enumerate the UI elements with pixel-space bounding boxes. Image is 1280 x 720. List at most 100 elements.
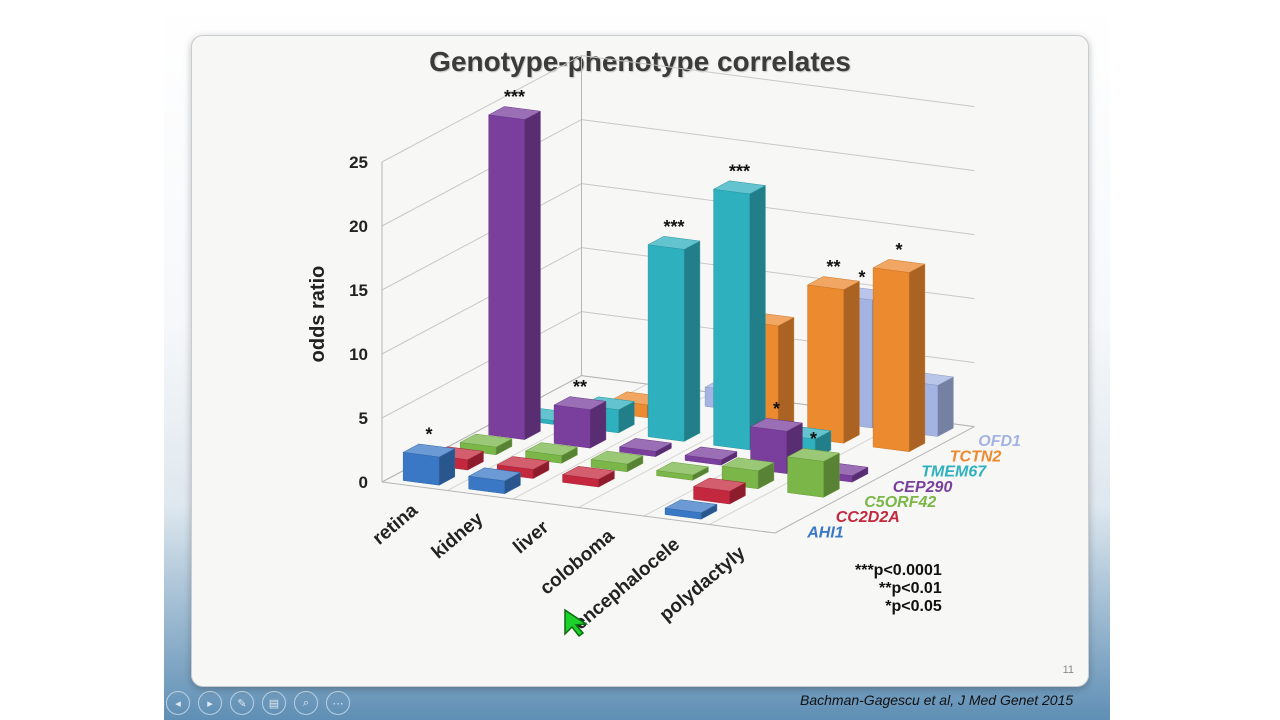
bar-C5ORF42-coloboma xyxy=(655,461,710,481)
significance-line: ***p<0.0001 xyxy=(855,562,942,579)
bar-CC2D2A-encephalocele xyxy=(692,477,747,505)
y-tick-label: 15 xyxy=(349,281,368,300)
bar-face xyxy=(488,114,525,440)
cursor-arrow-icon xyxy=(564,608,589,638)
series-label: OFD1 xyxy=(978,433,1021,450)
more-options-icon[interactable]: ⋯ xyxy=(326,691,350,715)
bar-CEP290-kidney xyxy=(553,396,607,449)
pen-icon[interactable]: ✎ xyxy=(230,691,254,715)
slide-title: Genotype-phenotype correlates xyxy=(429,46,851,77)
significance-marker: *** xyxy=(504,87,525,107)
series-label: TCTN2 xyxy=(950,448,1002,465)
y-tick-label: 10 xyxy=(349,345,368,364)
bar-face xyxy=(872,267,910,452)
bar-face xyxy=(664,499,718,514)
bar-C5ORF42-liver xyxy=(590,450,644,473)
bar-face xyxy=(872,259,926,273)
bar-face xyxy=(561,466,616,480)
y-tick-label: 0 xyxy=(359,473,368,492)
side-gridline xyxy=(381,55,582,163)
slide-number: 11 xyxy=(1062,664,1074,676)
bar-face xyxy=(806,276,861,290)
bar-AHI1-encephalocele xyxy=(664,499,718,520)
significance-marker: * xyxy=(773,399,780,419)
bar-face xyxy=(459,433,513,448)
bar-face xyxy=(749,418,804,432)
bar-face xyxy=(692,477,747,492)
bar-face xyxy=(402,443,456,458)
bar-face xyxy=(684,446,738,461)
bar-face xyxy=(467,467,522,482)
bar-TMEM67-coloboma xyxy=(712,180,767,451)
significance-marker: *** xyxy=(663,217,684,237)
back-gridline xyxy=(581,55,975,108)
bar-AHI1-kidney xyxy=(467,467,522,495)
axis-edge xyxy=(381,481,776,534)
significance-marker: * xyxy=(425,424,432,444)
bar-face xyxy=(787,456,824,498)
bar-face xyxy=(618,438,673,452)
bar-face xyxy=(786,448,841,462)
bar-face xyxy=(713,188,750,451)
bar-face xyxy=(655,461,710,476)
series-label: CEP290 xyxy=(893,479,953,496)
series-label: C5ORF42 xyxy=(864,494,936,511)
bar-CEP290-liver xyxy=(618,438,673,458)
significance-line: *p<0.05 xyxy=(885,598,942,615)
bar-face xyxy=(683,240,701,442)
bar-face xyxy=(647,236,701,250)
bar-face xyxy=(553,396,607,410)
zoom-icon[interactable]: ⌕ xyxy=(294,691,318,715)
bar-C5ORF42-polydactyly xyxy=(786,448,841,498)
bar-face xyxy=(590,450,644,465)
bar-face xyxy=(553,404,591,449)
series-label: TMEM67 xyxy=(921,464,987,481)
bar-face xyxy=(807,284,844,444)
significance-legend: ***p<0.0001 **p<0.01 *p<0.05 xyxy=(855,562,942,616)
bar-face xyxy=(496,456,550,470)
previous-slide-icon[interactable]: ◂ xyxy=(166,691,190,715)
axis-edge xyxy=(774,426,975,534)
significance-marker: * xyxy=(810,429,817,449)
significance-marker: *** xyxy=(729,161,750,181)
category-label: liver xyxy=(510,517,554,559)
slides-grid-icon[interactable]: ▤ xyxy=(262,691,286,715)
bar-face xyxy=(777,317,795,436)
bar-face xyxy=(721,457,775,472)
side-gridline xyxy=(381,119,582,227)
bar-TCTN2-encephalocele xyxy=(806,276,861,444)
category-label: kidney xyxy=(428,508,488,563)
series-label: AHI1 xyxy=(806,524,844,541)
bar-C5ORF42-retina xyxy=(459,433,513,456)
bar-face xyxy=(487,106,542,120)
significance-marker: ** xyxy=(573,377,587,397)
bar-AHI1-retina xyxy=(402,443,456,486)
significance-marker: * xyxy=(858,267,865,287)
bar-TCTN2-polydactyly xyxy=(872,259,926,453)
y-tick-label: 20 xyxy=(349,217,368,236)
bar-face xyxy=(647,244,685,442)
bar-face xyxy=(712,180,767,195)
significance-line: **p<0.01 xyxy=(879,580,942,597)
y-axis-label: odds ratio xyxy=(307,266,329,363)
next-slide-icon[interactable]: ▸ xyxy=(198,691,222,715)
back-gridline xyxy=(581,119,975,172)
category-label: retina xyxy=(369,500,422,550)
bar-CC2D2A-liver xyxy=(561,466,616,488)
side-gridline xyxy=(381,183,582,291)
back-gridline xyxy=(581,183,975,236)
bar-face xyxy=(843,280,860,444)
citation: Bachman-Gagescu et al, J Med Genet 2015 xyxy=(800,692,1074,708)
bar-face xyxy=(524,110,541,441)
bar-face xyxy=(937,376,954,437)
bar-TMEM67-liver xyxy=(647,236,701,442)
bar-CEP290-retina xyxy=(487,106,542,441)
slide: Genotype-phenotype correlates 11 xyxy=(191,35,1089,687)
y-tick-label: 25 xyxy=(349,153,368,172)
bar-face xyxy=(908,263,926,453)
side-gridline xyxy=(381,311,582,419)
bar-face xyxy=(402,452,440,486)
bar-C5ORF42-kidney xyxy=(524,442,579,464)
y-tick-label: 5 xyxy=(359,409,368,428)
